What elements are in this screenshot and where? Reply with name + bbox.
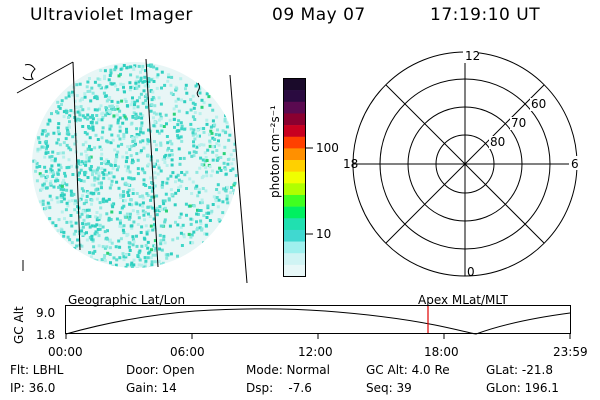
xtick-label-0600: 06:00 xyxy=(170,345,205,359)
colorbar-cell xyxy=(283,136,306,149)
colorbar-tick-100: 100 xyxy=(316,141,339,155)
meridian-line xyxy=(72,61,81,251)
colorbar-cell xyxy=(283,78,306,91)
glon-value: GLon: 196.1 xyxy=(486,381,559,395)
instrument-title: Ultraviolet Imager xyxy=(30,5,193,25)
colorbar-cell xyxy=(283,206,306,219)
meridian-line xyxy=(145,58,159,268)
mlt-label-0: 0 xyxy=(467,265,475,279)
mode-value: Mode: Normal xyxy=(246,363,330,377)
xtick-label-0000: 00:00 xyxy=(48,345,83,359)
colorbar-cell xyxy=(283,183,306,196)
apex-label: Apex MLat/MLT xyxy=(418,293,508,307)
colorbar-tick-10: 10 xyxy=(316,227,332,241)
colorbar-cell xyxy=(283,194,306,207)
glat-value: GLat: -21.8 xyxy=(486,363,553,377)
track-ytick-low: 1.8 xyxy=(36,328,56,342)
orbit-track-plot xyxy=(65,305,571,339)
gain-value: Gain: 14 xyxy=(126,381,177,395)
colorbar-cell xyxy=(283,125,306,138)
dsp-value: Dsp: -7.6 xyxy=(246,381,312,395)
colorbar-cell xyxy=(283,171,306,184)
lat-label-80: 80 xyxy=(490,135,505,149)
coastline-fragment xyxy=(196,82,200,98)
mlt-label-6: 6 xyxy=(571,157,579,171)
colorbar-cell xyxy=(283,253,306,266)
colorbar-cell xyxy=(283,241,306,254)
gc-alt-value: GC Alt: 4.0 Re xyxy=(366,363,450,377)
mlt-label-18: 18 xyxy=(343,157,358,171)
time-label: 17:19:10 UT xyxy=(430,5,541,25)
colorbar-cell xyxy=(283,113,306,126)
date-label: 09 May 07 xyxy=(272,5,366,25)
track-yaxis-label: GC Alt xyxy=(12,306,26,344)
colorbar-cell xyxy=(283,160,306,172)
altitude-curve xyxy=(65,308,571,335)
geographic-label: Geographic Lat/Lon xyxy=(68,293,186,307)
door-value: Door: Open xyxy=(126,363,195,377)
colorbar-cell xyxy=(283,218,306,231)
meridian-line xyxy=(229,74,248,284)
colorbar-cell xyxy=(283,229,306,242)
xtick-label-1800: 18:00 xyxy=(424,345,459,359)
polar-diagonal xyxy=(385,84,545,244)
uv-image-panel xyxy=(16,58,248,284)
colorbar-cell xyxy=(283,101,306,114)
filter-value: Flt: LBHL xyxy=(10,363,64,377)
colorbar xyxy=(283,78,313,277)
mlt-label-12: 12 xyxy=(465,49,480,63)
colorbar-unit-label: photon cm⁻²s⁻¹ xyxy=(268,105,282,198)
emission-speckle xyxy=(32,63,238,268)
colorbar-cell xyxy=(283,264,306,277)
polar-plot: 12 18 6 0 60 70 80 xyxy=(343,49,579,279)
colorbar-cell xyxy=(283,90,306,103)
seq-value: Seq: 39 xyxy=(366,381,412,395)
track-ytick-high: 9.0 xyxy=(36,306,56,320)
ip-value: IP: 36.0 xyxy=(10,381,56,395)
lat-label-60: 60 xyxy=(531,97,546,111)
xtick-label-1200: 12:00 xyxy=(298,345,333,359)
colorbar-cell xyxy=(283,148,306,161)
track-frame xyxy=(65,305,571,334)
coastline-line xyxy=(16,61,74,94)
lat-label-70: 70 xyxy=(511,116,526,130)
coastline-fragment xyxy=(22,64,36,81)
xtick-label-2359: 23:59 xyxy=(553,345,588,359)
